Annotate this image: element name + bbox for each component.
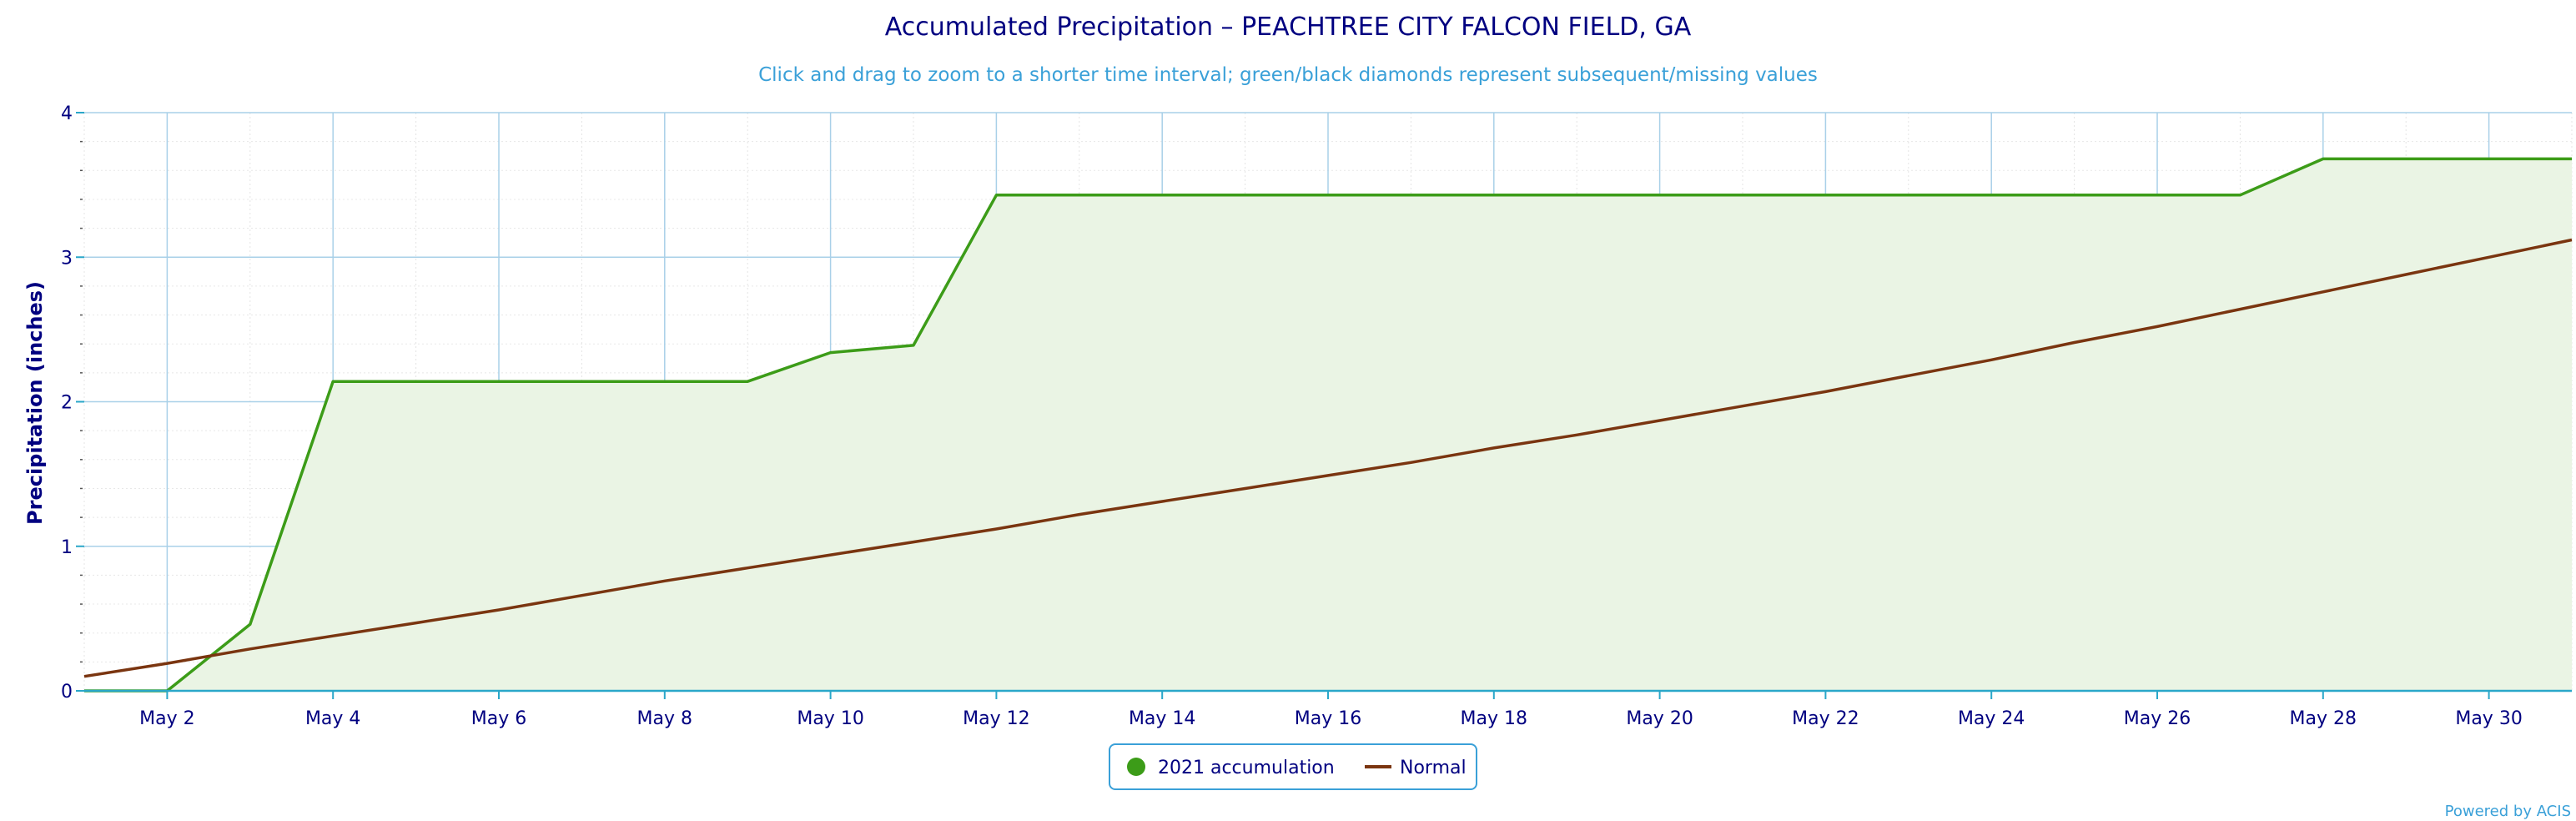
x-tick-label: May 6 — [471, 708, 526, 729]
x-tick-label: May 18 — [1461, 708, 1527, 729]
series-line-normal[interactable] — [83, 238, 2573, 678]
y-tick-label: 1 — [61, 537, 73, 558]
data-point-2021-accumulation[interactable] — [2401, 154, 2411, 164]
x-tick-label: May 28 — [2290, 708, 2357, 729]
series-line-2021-accumulation[interactable] — [84, 157, 2572, 693]
data-point-2021-accumulation[interactable] — [1986, 190, 1996, 200]
data-point-normal[interactable] — [1074, 510, 1084, 520]
data-point-2021-accumulation[interactable] — [1904, 190, 1914, 200]
data-point-normal[interactable] — [2318, 287, 2328, 297]
x-tick-label: May 14 — [1129, 708, 1195, 729]
data-point-2021-accumulation[interactable] — [908, 340, 918, 350]
data-point-2021-accumulation[interactable] — [991, 190, 1001, 200]
data-point-2021-accumulation[interactable] — [328, 376, 338, 386]
legend-label-accumulation: 2021 accumulation — [1158, 758, 1335, 778]
data-point-2021-accumulation[interactable] — [2070, 190, 2080, 200]
x-tick-label: May 12 — [963, 708, 1029, 729]
data-point-normal[interactable] — [1240, 483, 1250, 493]
x-tick-label: May 22 — [1792, 708, 1859, 729]
legend-circle-icon — [1127, 758, 1145, 776]
data-point-2021-accumulation[interactable] — [576, 376, 586, 386]
x-tick-label: May 4 — [305, 708, 360, 729]
data-point-normal[interactable] — [2152, 321, 2162, 331]
data-point-normal[interactable] — [908, 537, 918, 547]
data-point-normal[interactable] — [494, 605, 504, 615]
y-tick-label: 0 — [61, 682, 73, 703]
data-point-normal[interactable] — [411, 618, 421, 628]
legend-item-normal[interactable]: Normal — [1365, 758, 1467, 778]
x-tick-label: May 16 — [1295, 708, 1361, 729]
data-point-2021-accumulation[interactable] — [742, 376, 752, 386]
data-point-normal[interactable] — [1820, 386, 1830, 396]
data-point-normal[interactable] — [1157, 496, 1167, 506]
data-point-2021-accumulation[interactable] — [494, 376, 504, 386]
data-point-2021-accumulation[interactable] — [660, 376, 670, 386]
data-point-2021-accumulation[interactable] — [1157, 190, 1167, 200]
data-point-normal[interactable] — [2401, 269, 2411, 280]
y-tick-label: 3 — [61, 248, 73, 269]
legend-box — [1109, 743, 1477, 790]
chart-title: Accumulated Precipitation – PEACHTREE CI… — [885, 13, 1692, 42]
data-point-2021-accumulation[interactable] — [411, 376, 421, 386]
legend-label-normal: Normal — [1400, 758, 1467, 778]
data-point-2021-accumulation[interactable] — [2152, 190, 2162, 200]
data-point-normal[interactable] — [742, 563, 752, 573]
data-point-normal[interactable] — [245, 644, 255, 654]
data-point-2021-accumulation[interactable] — [1240, 190, 1250, 200]
data-point-2021-accumulation[interactable] — [2484, 154, 2494, 164]
data-point-normal[interactable] — [2235, 305, 2245, 315]
data-point-2021-accumulation[interactable] — [1820, 190, 1830, 200]
series-area-2021-accumulation — [84, 159, 2572, 691]
x-tick-label: May 8 — [637, 708, 692, 729]
legend[interactable]: 2021 accumulation Normal — [1109, 743, 1477, 790]
data-point-normal[interactable] — [1986, 355, 1996, 365]
data-point-2021-accumulation[interactable] — [1406, 190, 1416, 200]
data-point-2021-accumulation[interactable] — [1323, 190, 1333, 200]
data-point-normal[interactable] — [1406, 457, 1416, 467]
axes: 0 1 2 3 4 May 2 May 4 May 6 May 8 May 10 May 12 May… — [61, 103, 2572, 729]
data-point-normal[interactable] — [2484, 252, 2494, 262]
x-tick-label: May 10 — [797, 708, 863, 729]
series-layer — [79, 154, 2573, 693]
data-point-2021-accumulation[interactable] — [826, 348, 836, 358]
data-point-2021-accumulation[interactable] — [2235, 190, 2245, 200]
x-tick-label: May 2 — [139, 708, 194, 729]
data-point-normal[interactable] — [2070, 337, 2080, 347]
x-tick-label: May 26 — [2124, 708, 2191, 729]
data-point-normal[interactable] — [1655, 416, 1665, 426]
data-point-normal[interactable] — [1904, 370, 1914, 380]
data-point-normal[interactable] — [79, 672, 89, 682]
data-point-normal[interactable] — [660, 576, 670, 586]
data-point-2021-accumulation[interactable] — [1489, 190, 1499, 200]
data-point-normal[interactable] — [328, 631, 338, 641]
data-point-normal[interactable] — [991, 524, 1001, 534]
data-point-normal[interactable] — [162, 658, 172, 668]
chart-subtitle: Click and drag to zoom to a shorter time… — [758, 64, 1818, 86]
data-point-2021-accumulation[interactable] — [1074, 190, 1084, 200]
y-tick-label: 4 — [61, 103, 73, 124]
data-point-2021-accumulation[interactable] — [1655, 190, 1665, 200]
y-tick-label: 2 — [61, 393, 73, 414]
data-point-normal[interactable] — [826, 550, 836, 560]
data-point-normal[interactable] — [1738, 401, 1748, 411]
credit-link[interactable]: Powered by ACIS — [2445, 803, 2571, 820]
data-point-normal[interactable] — [1489, 443, 1499, 453]
data-point-normal[interactable] — [576, 591, 586, 601]
data-point-2021-accumulation[interactable] — [1572, 190, 1582, 200]
data-point-normal[interactable] — [1572, 430, 1582, 440]
data-point-2021-accumulation[interactable] — [2318, 154, 2328, 164]
x-tick-label: May 30 — [2455, 708, 2522, 729]
x-tick-label: May 24 — [1958, 708, 2025, 729]
data-point-2021-accumulation[interactable] — [245, 619, 255, 629]
y-axis-label: Precipitation (inches) — [23, 281, 47, 525]
data-point-normal[interactable] — [1323, 471, 1333, 481]
x-tick-label: May 20 — [1626, 708, 1693, 729]
legend-item-accumulation[interactable]: 2021 accumulation — [1127, 758, 1335, 778]
data-point-2021-accumulation[interactable] — [1738, 190, 1748, 200]
